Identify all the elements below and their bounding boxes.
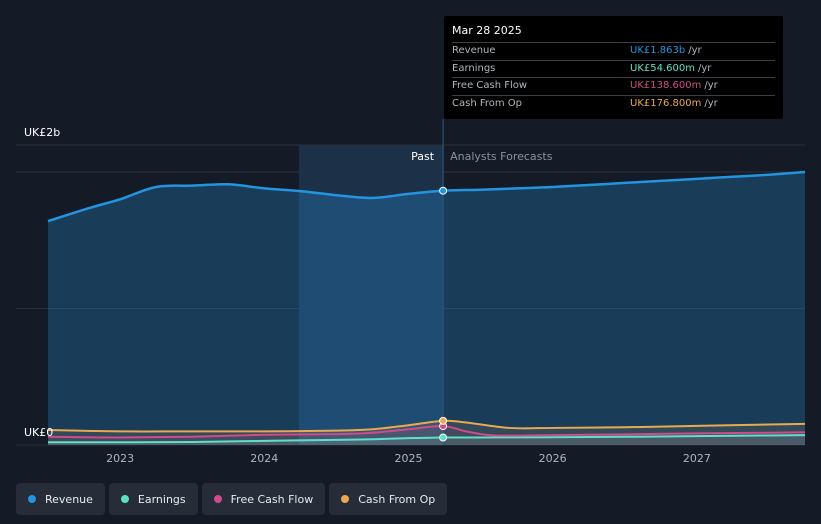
tooltip-rows: Revenue UK£1.863b/yr Earnings UK£54.600m/yr… [452, 43, 775, 113]
x-tick-label: 2026 [539, 452, 567, 465]
tooltip-row-revenue: Revenue UK£1.863b/yr [452, 43, 775, 61]
earnings-line [47, 434, 806, 444]
tooltip-label: Free Cash Flow [452, 80, 528, 91]
legend-dot-icon [28, 495, 36, 503]
legend-item-revenue[interactable]: Revenue [16, 483, 105, 515]
legend-label: Free Cash Flow [230, 492, 314, 506]
series-areas [48, 172, 805, 445]
y-axis-label-top: UK£2b [24, 126, 60, 139]
tooltip-label: Earnings [452, 62, 496, 74]
cash-from-op-area [48, 420, 805, 445]
revenue-point [439, 186, 448, 195]
earnings-point [439, 433, 448, 442]
tooltip-row-earnings: Earnings UK£54.600m/yr [452, 61, 775, 78]
tooltip-points [439, 186, 448, 442]
tooltip-value: UK£54.600m [630, 62, 695, 74]
legend: Revenue Earnings Free Cash Flow Cash From O… [16, 483, 448, 515]
tooltip-row-cash-from-op: Cash From Op UK£176.800m/yr [452, 96, 775, 114]
cash-from-op-point [439, 416, 448, 425]
legend-label: Earnings [137, 492, 186, 506]
y-axis-label-bottom: UK£0 [24, 426, 53, 439]
x-axis-ticks: 2023 2024 2025 2026 2027 [106, 452, 711, 465]
tooltip-row-free-cash-flow: Free Cash Flow UK£138.600m/yr [452, 78, 775, 96]
tooltip-value: UK£138.600m [630, 80, 702, 91]
tooltip-value-group: UK£54.600m/yr [630, 61, 711, 78]
legend-dot-icon [341, 495, 350, 503]
tooltip-label: Cash From Op [452, 97, 523, 109]
tooltip-label: Revenue [452, 45, 496, 56]
legend-dot-icon [213, 495, 222, 503]
tooltip: Mar 28 2025 Revenue UK£1.863b/yr Earnings U… [444, 16, 783, 119]
tooltip-value-group: UK£1.863b/yr [630, 43, 702, 60]
x-tick-label: 2023 [106, 452, 134, 465]
tooltip-unit: /yr [704, 80, 718, 91]
forecast-label: Analysts Forecasts [450, 150, 553, 163]
tooltip-value: UK£1.863b [630, 45, 686, 56]
tooltip-value-group: UK£138.600m/yr [630, 78, 718, 95]
legend-item-free-cash-flow[interactable]: Free Cash Flow [201, 483, 326, 515]
tooltip-value-group: UK£176.800m/yr [630, 96, 718, 114]
legend-dot-icon [120, 495, 129, 503]
x-tick-label: 2024 [250, 452, 278, 465]
legend-item-cash-from-op[interactable]: Cash From Op [329, 483, 448, 515]
legend-label: Cash From Op [358, 492, 436, 506]
tooltip-unit: /yr [688, 45, 702, 56]
legend-item-earnings[interactable]: Earnings [108, 483, 198, 515]
tooltip-unit: /yr [704, 97, 718, 109]
free-cash-flow-area [48, 426, 805, 445]
tooltip-date: Mar 28 2025 [452, 23, 775, 43]
revenue-area [48, 172, 805, 445]
gridlines [16, 144, 805, 446]
x-tick-label: 2027 [683, 452, 711, 465]
revenue-line [47, 170, 806, 223]
past-label: Past [411, 150, 435, 163]
x-tick-label: 2025 [394, 452, 422, 465]
tooltip-unit: /yr [697, 62, 712, 74]
past-shade [298, 145, 444, 445]
tooltip-value: UK£176.800m [630, 97, 702, 109]
legend-label: Revenue [45, 492, 93, 506]
